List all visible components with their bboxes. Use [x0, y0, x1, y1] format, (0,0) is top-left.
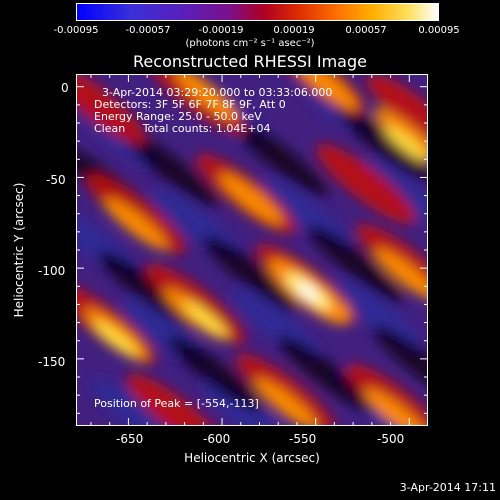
- heatmap-trough: [331, 278, 421, 350]
- heatmap-hot: [103, 198, 169, 250]
- colorbar: [76, 3, 439, 21]
- heatmap-ridge: [126, 373, 226, 426]
- heatmap-ridge: [366, 74, 428, 155]
- heatmap-plot: [76, 74, 428, 426]
- heatmap-hotter: [183, 300, 229, 338]
- heatmap-hot: [218, 173, 284, 225]
- heatmap-peak: [298, 283, 319, 301]
- colorbar-tick: 0.00019: [273, 25, 315, 36]
- heatmap-trough: [201, 378, 291, 426]
- heatmap-ridge: [76, 74, 146, 145]
- heatmap-gap: [308, 225, 404, 303]
- annotation-time: 3-Apr-2014 03:29:20.000 to 03:33:06.000: [102, 86, 333, 99]
- colorbar-units: (photons cm⁻² s⁻¹ asec⁻²): [185, 38, 315, 49]
- colorbar-tick: 0.00057: [345, 25, 387, 36]
- colorbar-tick: -0.00057: [125, 25, 171, 36]
- colorbar-tick: -0.00019: [198, 25, 244, 36]
- heatmap-hot: [373, 248, 428, 300]
- datestamp: 3-Apr-2014 17:11: [399, 481, 496, 494]
- plot-title: Reconstructed RHESSI Image: [133, 52, 367, 71]
- heatmap-gap: [168, 335, 264, 413]
- annotation-peak: Position of Peak = [-554,-113]: [94, 397, 259, 410]
- heatmap-gap: [98, 250, 194, 328]
- heatmap-gap: [278, 335, 374, 413]
- annotation-clean: Clean Total counts: 1.04E+04: [94, 122, 271, 135]
- y-tick-label: -150: [38, 355, 66, 369]
- heatmap-gap: [338, 105, 428, 183]
- annotation-detectors: Detectors: 3F 5F 6F 7F 8F 9F, Att 0: [94, 98, 286, 111]
- x-tick-label: -650: [116, 432, 144, 446]
- heatmap-gap: [123, 130, 219, 208]
- y-axis-label: Heliocentric Y (arcsec): [12, 182, 26, 318]
- x-axis-label: Heliocentric X (arcsec): [184, 451, 320, 465]
- heatmap-gap: [373, 325, 428, 403]
- annotation-energy: Energy Range: 25.0 - 50.0 keV: [94, 110, 262, 123]
- heatmap-trough: [361, 158, 428, 230]
- y-tick-label: -50: [46, 173, 66, 187]
- colorbar-tick: -0.00095: [53, 25, 99, 36]
- x-tick-label: -550: [289, 432, 317, 446]
- y-tick-label: 0: [61, 81, 69, 95]
- heatmap-hot: [293, 74, 359, 110]
- heatmap-hot: [363, 388, 428, 426]
- heatmap-trough: [91, 378, 181, 426]
- heatmap-hot: [253, 378, 319, 426]
- colorbar-tick: 0.00095: [418, 25, 460, 36]
- heatmap-hotter: [93, 320, 139, 358]
- x-tick-label: -600: [203, 432, 231, 446]
- heatmap-hot: [173, 74, 239, 120]
- heatmap-gap: [233, 120, 329, 198]
- x-tick-label: -500: [377, 432, 405, 446]
- heatmap-ridge: [316, 143, 416, 225]
- heatmap-gap: [203, 235, 299, 313]
- y-tick-label: -100: [38, 264, 66, 278]
- heatmap-hot: [373, 108, 428, 160]
- heatmap-hotter: [383, 125, 428, 163]
